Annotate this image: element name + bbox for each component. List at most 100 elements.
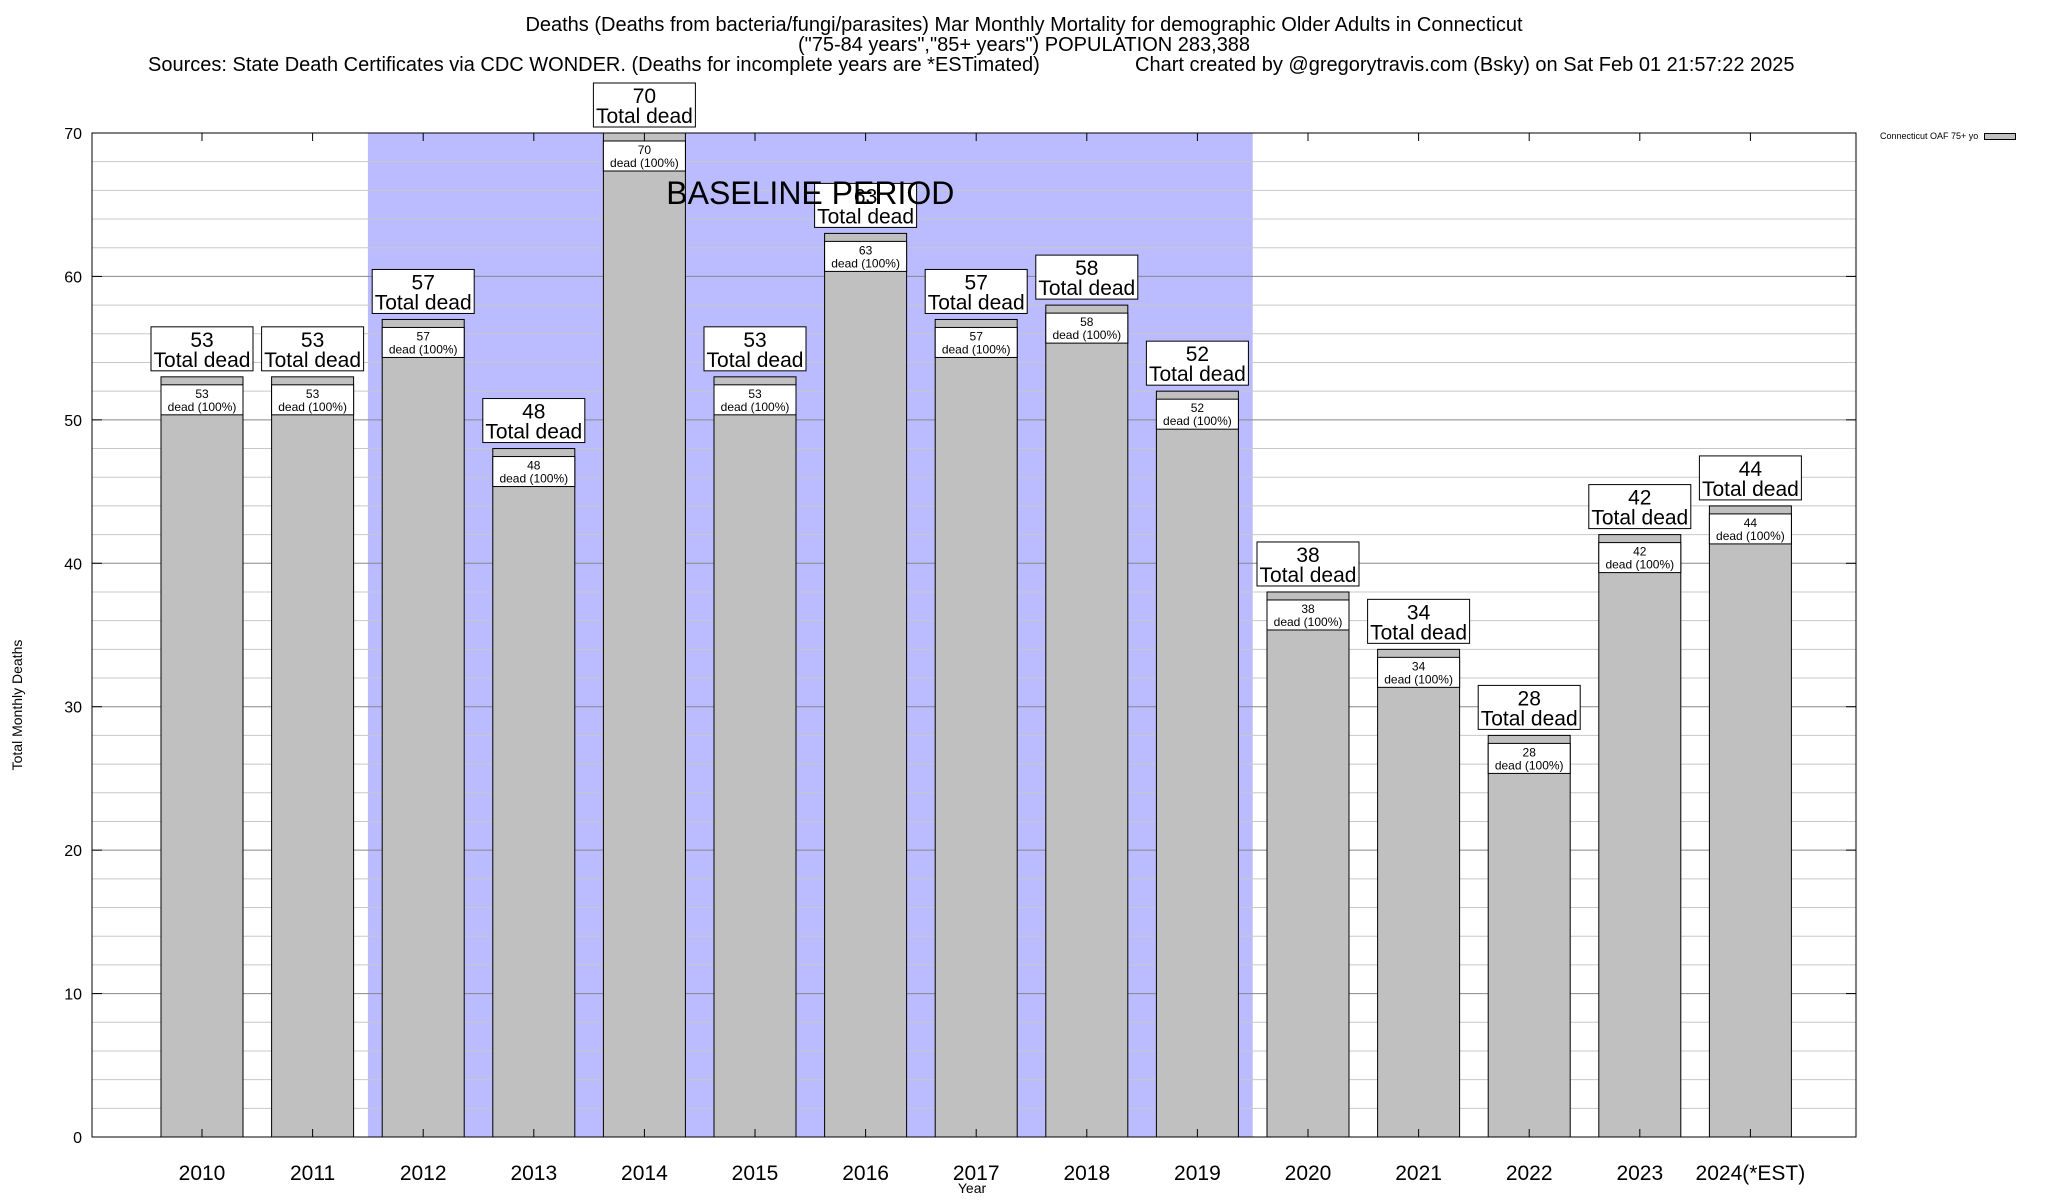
bar-top-label-box <box>1477 684 1581 730</box>
bar-top-label-box <box>1588 484 1692 530</box>
y-tick-label: 20 <box>64 843 82 860</box>
bar-top-label: Total dead <box>596 105 693 128</box>
bar-top-label: Total dead <box>1260 564 1357 587</box>
y-tick-label: 30 <box>64 700 82 717</box>
bar-inner-value: 34 <box>1412 659 1426 673</box>
bar-2021 <box>1377 648 1461 1138</box>
bar-inner-label: dead (100%) <box>1274 615 1343 629</box>
bar-top-value: 53 <box>301 329 324 352</box>
bar-inner-label-box <box>492 456 576 488</box>
bar-top-label-box <box>924 268 1028 314</box>
bar-top-label-box <box>1035 254 1139 300</box>
bar-inner-label: dead (100%) <box>168 400 237 414</box>
x-tick-label: 2014 <box>621 1162 668 1185</box>
bar-2012 <box>381 318 465 1138</box>
bar-inner-label: dead (100%) <box>610 156 679 170</box>
bar-top-label-box <box>482 398 586 444</box>
bar-inner-value: 48 <box>527 459 541 473</box>
bar-inner-value: 42 <box>1633 545 1647 559</box>
bar-inner-label: dead (100%) <box>942 342 1011 356</box>
bar-top-label-box <box>1698 455 1802 501</box>
bar-inner-label-box <box>381 326 465 358</box>
y-tick-label: 60 <box>64 269 82 286</box>
bar-top-value: 28 <box>1518 687 1541 710</box>
bar-inner-label: dead (100%) <box>1163 414 1232 428</box>
x-tick-label: 2015 <box>732 1162 779 1185</box>
bar-inner-label: dead (100%) <box>1495 758 1564 772</box>
bar-top-value: 52 <box>1186 343 1209 366</box>
bar-inner-label: dead (100%) <box>389 342 458 356</box>
bar-top-value: 42 <box>1628 487 1651 510</box>
y-tick-label: 40 <box>64 556 82 573</box>
bar-inner-label: dead (100%) <box>278 400 347 414</box>
bar-inner-label-box <box>1045 312 1129 344</box>
x-tick-label: 2017 <box>953 1162 1000 1185</box>
x-tick-label: 2016 <box>842 1162 889 1185</box>
bar-top-value: 70 <box>633 85 656 108</box>
bar-2023 <box>1598 534 1682 1138</box>
bar-inner-label: dead (100%) <box>1052 328 1121 342</box>
bar-top-value: 57 <box>965 271 988 294</box>
bar-2020 <box>1266 591 1350 1138</box>
bar-top-label: Total dead <box>264 349 361 372</box>
bar-2014 <box>602 132 686 1138</box>
bar-inner-label-box <box>160 384 244 416</box>
bar-inner-label: dead (100%) <box>499 472 568 486</box>
bar-inner-value: 44 <box>1744 516 1758 530</box>
bar-inner-value: 38 <box>1301 602 1315 616</box>
bar-2019 <box>1155 390 1239 1138</box>
bar-top-label: Total dead <box>1591 507 1688 530</box>
bar-top-label: Total dead <box>928 291 1025 314</box>
bar-inner-label-box <box>1155 398 1239 430</box>
baseline-period-label: BASELINE PERIOD <box>666 175 954 211</box>
bar-top-label: Total dead <box>375 291 472 314</box>
bar-top-value: 57 <box>412 271 435 294</box>
bar-2010 <box>160 376 244 1138</box>
y-tick-label: 0 <box>73 1130 82 1147</box>
x-tick-label: 2013 <box>510 1162 557 1185</box>
x-tick-label: 2018 <box>1063 1162 1110 1185</box>
x-axis-label: Year <box>957 1180 987 1196</box>
plot-frame <box>91 132 1857 1138</box>
x-tick-label: 2023 <box>1616 1162 1663 1185</box>
bar-top-label: Total dead <box>1149 363 1246 386</box>
bar-top-label: Total dead <box>1370 621 1467 644</box>
bar-top-label-box <box>814 182 918 228</box>
bar-top-value: 38 <box>1296 544 1319 567</box>
y-tick-label: 70 <box>64 126 82 143</box>
legend-label: Connecticut OAF 75+ yo <box>1880 131 1979 141</box>
bar-inner-label-box <box>824 240 908 272</box>
x-tick-label: 2010 <box>179 1162 226 1185</box>
bar-top-label-box <box>1145 340 1249 386</box>
bar-inner-label-box <box>1598 542 1682 574</box>
bar-top-value: 48 <box>522 401 545 424</box>
x-tick-label: 2012 <box>400 1162 447 1185</box>
x-tick-label: 2022 <box>1506 1162 1553 1185</box>
bar-top-label: Total dead <box>1481 707 1578 730</box>
bar-inner-value: 70 <box>638 143 652 157</box>
bar-2016 <box>824 232 908 1138</box>
bar-inner-label-box <box>1708 513 1792 545</box>
x-tick-label: 2011 <box>290 1162 335 1185</box>
bar-inner-value: 57 <box>417 329 431 343</box>
x-tick-label: 2020 <box>1285 1162 1332 1185</box>
bar-inner-label: dead (100%) <box>831 256 900 270</box>
bar-inner-value: 63 <box>859 243 873 257</box>
bar-top-label-box <box>1367 598 1471 644</box>
chart-source: Sources: State Death Certificates via CD… <box>148 54 1040 76</box>
y-axis-label: Total Monthly Deaths <box>9 639 25 771</box>
bar-inner-label-box <box>271 384 355 416</box>
bar-top-value: 34 <box>1407 601 1431 624</box>
bar-inner-label-box <box>1377 656 1461 688</box>
legend: Connecticut OAF 75+ yo <box>1880 131 2017 141</box>
chart-title-line-2: ("75-84 years","85+ years") POPULATION 2… <box>797 34 1251 56</box>
bar-inner-value: 28 <box>1523 745 1537 759</box>
bar-top-label: Total dead <box>154 349 251 372</box>
y-tick-label: 10 <box>64 987 82 1004</box>
bar-top-label: Total dead <box>1038 277 1135 300</box>
bar-top-label-box <box>150 326 254 372</box>
chart-title-line-1: Deaths (Deaths from bacteria/fungi/paras… <box>525 14 1523 36</box>
bar-2015 <box>713 376 797 1138</box>
bar-2013 <box>492 448 576 1138</box>
bar-inner-label-box <box>1266 599 1350 631</box>
